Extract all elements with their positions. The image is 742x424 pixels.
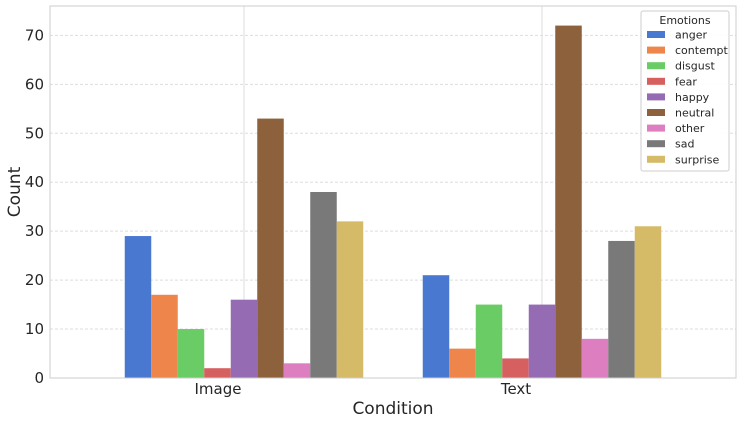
plot-frame bbox=[49, 5, 737, 379]
legend-swatch-sad bbox=[647, 140, 665, 148]
y-tick-label: 60 bbox=[25, 75, 44, 93]
x-tick-labels: Image Text bbox=[195, 380, 532, 398]
legend-swatch-neutral bbox=[647, 109, 665, 116]
x-tick-label: Image bbox=[195, 380, 242, 398]
x-tick-label: Text bbox=[500, 380, 531, 398]
x-axis-title: Condition bbox=[352, 399, 433, 419]
bar-contempt-image bbox=[151, 294, 178, 378]
bar-neutral-text bbox=[555, 25, 582, 379]
legend-swatch-other bbox=[647, 124, 665, 132]
y-tick-label: 70 bbox=[25, 26, 44, 44]
bar-happy-image bbox=[230, 299, 258, 378]
bar-other-text bbox=[581, 338, 609, 378]
bar-anger-image bbox=[124, 236, 152, 378]
y-tick-labels: 0 10 20 30 40 50 60 70 bbox=[25, 26, 44, 387]
y-tick-label: 0 bbox=[34, 369, 44, 387]
bar-anger-text bbox=[422, 275, 450, 378]
bars bbox=[124, 25, 662, 379]
legend-label-disgust: disgust bbox=[675, 60, 715, 73]
legend: Emotions anger contempt disgust fear happy ne… bbox=[640, 10, 730, 172]
legend-label-contempt: contempt bbox=[675, 44, 729, 57]
bar-sad-image bbox=[310, 192, 337, 378]
y-tick-label: 50 bbox=[25, 124, 44, 142]
legend-swatch-contempt bbox=[647, 46, 665, 54]
y-tick-label: 20 bbox=[25, 271, 44, 289]
legend-label-anger: anger bbox=[675, 29, 707, 42]
y-axis-title: Count bbox=[5, 166, 25, 217]
legend-swatch-happy bbox=[647, 93, 665, 101]
bar-surprise-text bbox=[634, 226, 662, 378]
y-tick-label: 10 bbox=[25, 320, 44, 338]
legend-label-surprise: surprise bbox=[675, 153, 720, 166]
legend-swatch-anger bbox=[647, 31, 665, 38]
legend-swatch-surprise bbox=[647, 155, 665, 163]
bar-happy-text bbox=[528, 304, 556, 378]
bar-contempt-text bbox=[449, 348, 476, 378]
bar-fear-image bbox=[204, 368, 231, 378]
legend-label-fear: fear bbox=[675, 75, 697, 88]
bar-disgust-text bbox=[475, 304, 503, 378]
bar-surprise-image bbox=[336, 221, 364, 378]
legend-label-other: other bbox=[675, 122, 705, 135]
y-tick-label: 40 bbox=[25, 173, 44, 191]
legend-title: Emotions bbox=[659, 14, 710, 27]
legend-swatch-fear bbox=[647, 77, 665, 85]
bar-disgust-image bbox=[177, 329, 205, 378]
legend-label-neutral: neutral bbox=[675, 107, 714, 120]
bar-other-image bbox=[283, 363, 311, 378]
legend-swatch-disgust bbox=[647, 62, 665, 70]
bar-neutral-image bbox=[257, 118, 284, 378]
legend-label-happy: happy bbox=[675, 91, 710, 104]
bar-sad-text bbox=[608, 240, 635, 378]
legend-label-sad: sad bbox=[675, 138, 694, 151]
bar-fear-text bbox=[502, 358, 529, 378]
y-tick-label: 30 bbox=[25, 222, 44, 240]
